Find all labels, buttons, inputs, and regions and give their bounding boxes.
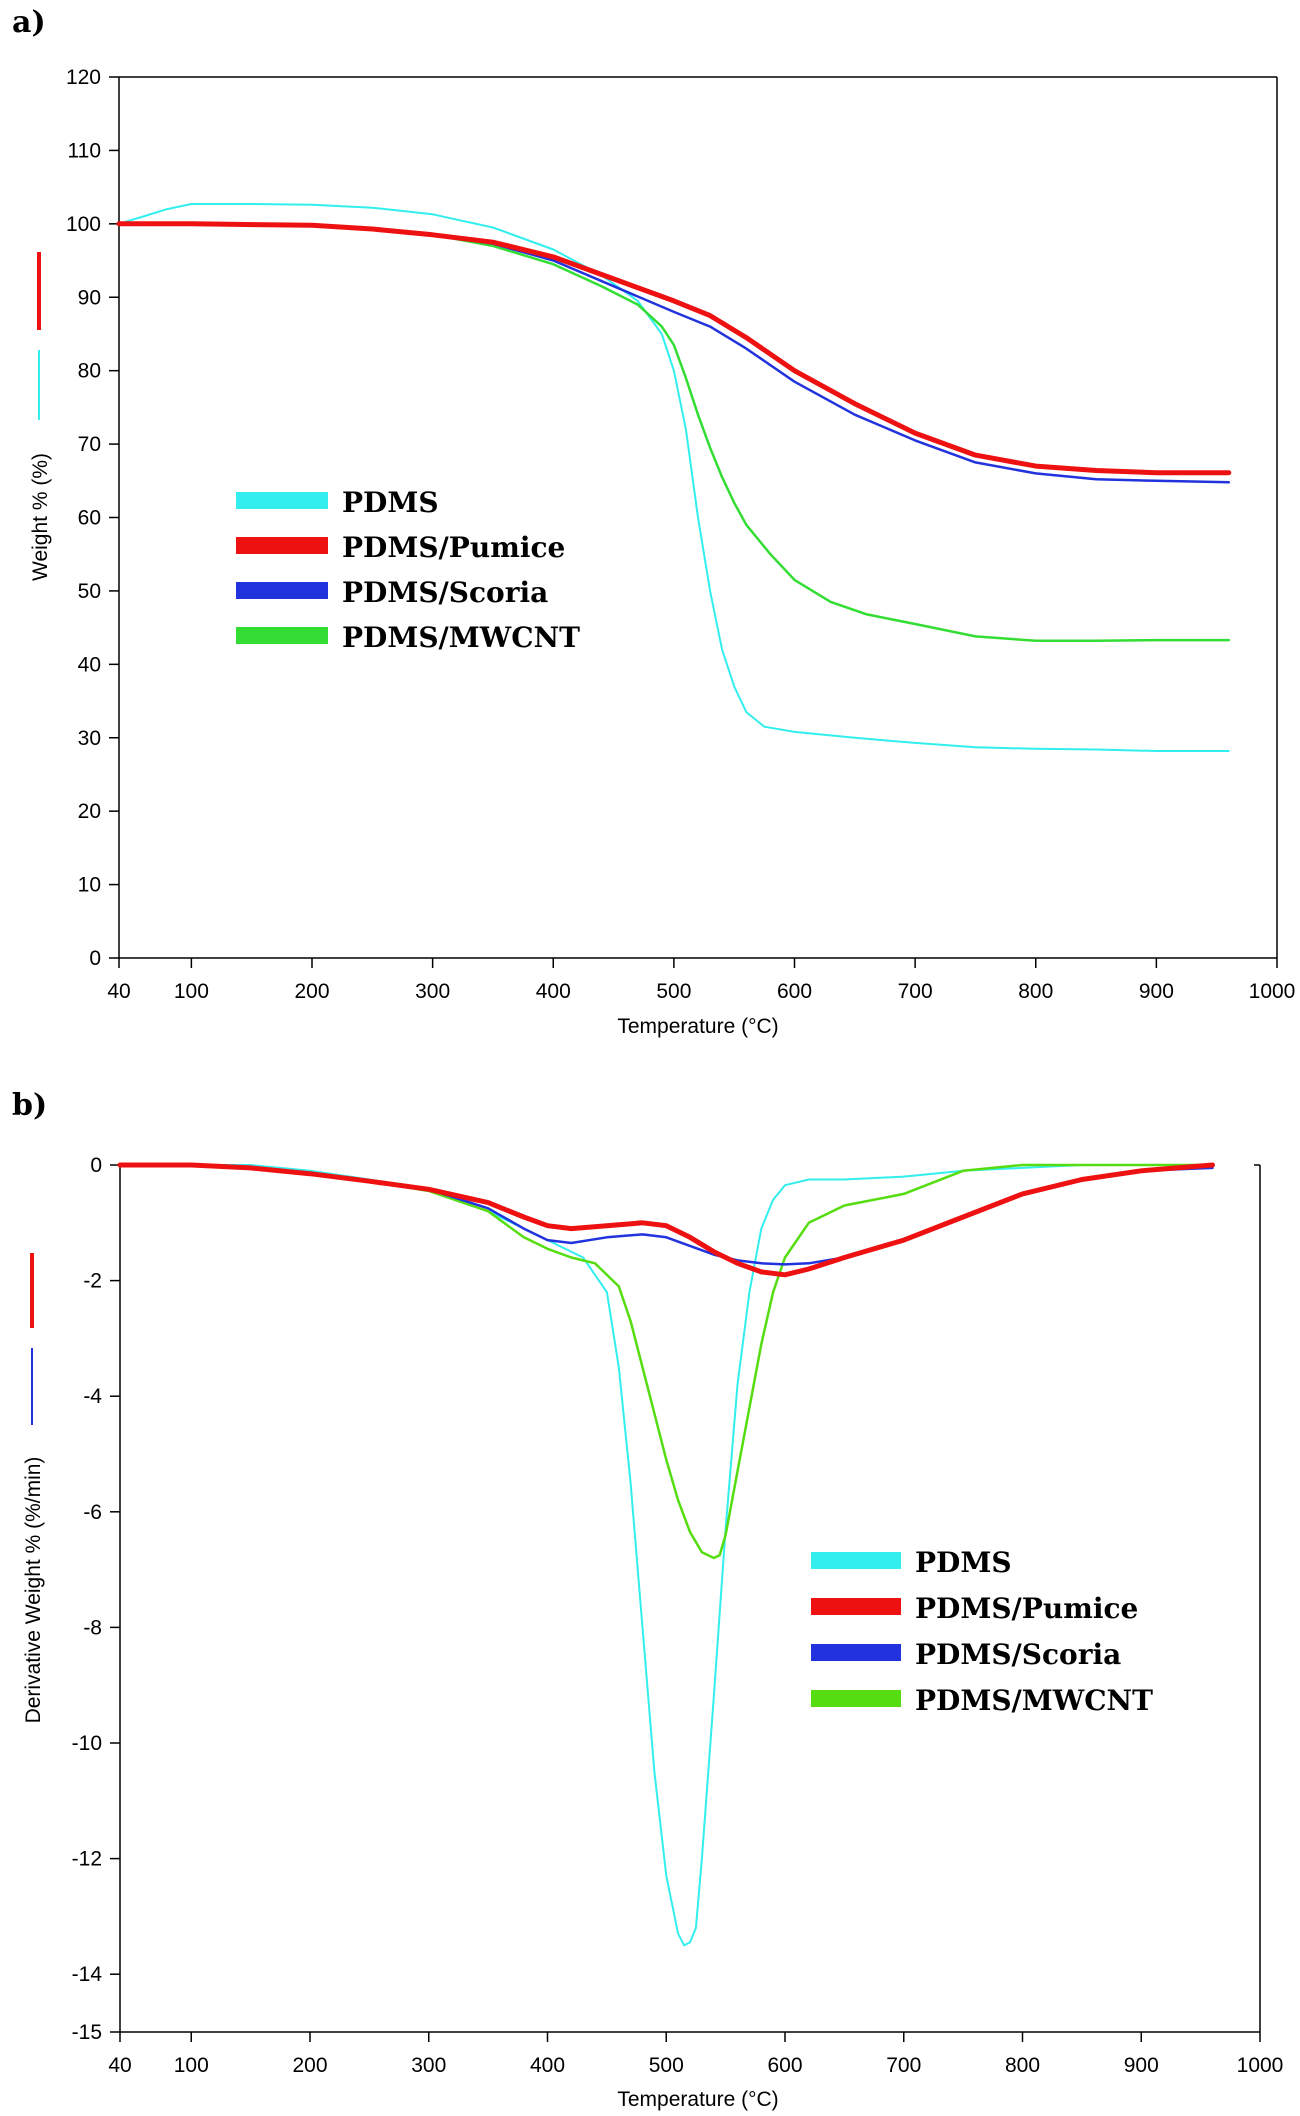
- y-tick-label: 50: [78, 580, 101, 603]
- x-tick-label: 700: [898, 980, 933, 1003]
- series-line-pdms-scoria: [118, 1163, 1214, 1266]
- chart-panel-a: a) 40 100 200 300 400 500 600 700 800 900 1000 0 10 20…: [12, 5, 1295, 1038]
- x-tick-label: 400: [530, 2054, 565, 2077]
- x-tick-label: 100: [174, 980, 209, 1003]
- x-tick-label: 40: [108, 2054, 131, 2077]
- panel-label: b): [12, 1088, 47, 1123]
- legend-swatch-pdms-scoria: [236, 582, 328, 599]
- legend-label-pdms: PDMS: [915, 1546, 1012, 1579]
- legend-label-pdms-scoria: PDMS/Scoria: [342, 576, 548, 609]
- legend-label-pdms-scoria: PDMS/Scoria: [915, 1638, 1121, 1671]
- series-line-pdms-scoria: [117, 222, 1231, 484]
- y-axis-label: Weight % (%): [29, 453, 52, 581]
- series-line-pdms-pumice: [117, 1162, 1215, 1278]
- x-tick-label: 800: [1005, 2054, 1040, 2077]
- y-tick-label: 90: [78, 286, 101, 309]
- x-tick-label: 100: [174, 2054, 209, 2077]
- y-tick-label: 60: [78, 507, 101, 530]
- y-tick-label: -8: [83, 1616, 102, 1639]
- x-tick-label: 1000: [1237, 2054, 1284, 2077]
- legend-swatch-pdms-pumice: [811, 1598, 901, 1615]
- y-tick-label: 100: [66, 213, 101, 236]
- series-line-pdms: [118, 203, 1230, 752]
- x-tick-label: 600: [767, 2054, 802, 2077]
- legend-swatch-pdms: [236, 492, 328, 509]
- y-tick-label: -4: [83, 1385, 102, 1408]
- y-tick-label: -14: [72, 1963, 103, 1986]
- x-tick-label: 1000: [1249, 980, 1296, 1003]
- legend-swatch-pdms-pumice: [236, 537, 328, 554]
- x-tick-label: 800: [1018, 980, 1053, 1003]
- x-tick-label: 900: [1139, 980, 1174, 1003]
- y-tick-label: 40: [78, 653, 101, 676]
- legend-label-pdms-mwcnt: PDMS/MWCNT: [915, 1684, 1153, 1717]
- x-axis-label: Temperature (°C): [617, 1015, 778, 1038]
- x-tick-label: 700: [886, 2054, 921, 2077]
- x-tick-label: 200: [292, 2054, 327, 2077]
- legend-swatch-pdms-mwcnt: [811, 1690, 901, 1707]
- y-tick-label: 110: [68, 139, 101, 162]
- y-tick-label: 0: [90, 1154, 102, 1177]
- y-tick-label: 30: [78, 727, 101, 750]
- y-tick-label: 120: [66, 66, 101, 89]
- legend-swatch-pdms: [811, 1552, 901, 1569]
- x-tick-label: 500: [656, 980, 691, 1003]
- chart-panel-b: b) 40 100 200 300 400 500 600 700 800 900 1000 0 -2 -4…: [12, 1088, 1283, 2111]
- x-tick-label: 200: [294, 980, 329, 1003]
- y-tick-label: -6: [83, 1501, 102, 1524]
- y-tick-label: -15: [72, 2021, 102, 2044]
- y-tick-label: -2: [83, 1270, 102, 1293]
- x-tick-label: 600: [777, 980, 812, 1003]
- y-tick-label: 70: [78, 433, 101, 456]
- legend-label-pdms-pumice: PDMS/Pumice: [915, 1592, 1138, 1625]
- y-tick-label: -12: [72, 1848, 102, 1871]
- series-line-pdms-mwcnt: [117, 222, 1231, 643]
- x-tick-label: 40: [107, 980, 130, 1003]
- y-tick-label: -10: [72, 1732, 102, 1755]
- y-axis-label: Derivative Weight % (%/min): [22, 1457, 45, 1724]
- series-line-pdms-pumice: [116, 221, 1232, 476]
- series-line-pdms-mwcnt: [118, 1163, 1214, 1560]
- y-tick-label: 10: [78, 874, 101, 897]
- series-line-pdms: [119, 1164, 1214, 1947]
- legend-swatch-pdms-scoria: [811, 1644, 901, 1661]
- x-tick-label: 900: [1124, 2054, 1159, 2077]
- x-tick-label: 400: [536, 980, 571, 1003]
- y-tick-label: 80: [78, 360, 101, 383]
- x-tick-label: 300: [415, 980, 450, 1003]
- legend-label-pdms-mwcnt: PDMS/MWCNT: [342, 621, 580, 654]
- legend-label-pdms: PDMS: [342, 486, 439, 519]
- x-tick-label: 300: [411, 2054, 446, 2077]
- x-axis-label: Temperature (°C): [617, 2088, 778, 2111]
- panel-label: a): [12, 5, 46, 40]
- legend-label-pdms-pumice: PDMS/Pumice: [342, 531, 565, 564]
- legend-swatch-pdms-mwcnt: [236, 627, 328, 644]
- x-tick-label: 500: [649, 2054, 684, 2077]
- y-tick-label: 20: [78, 800, 101, 823]
- y-tick-label: 0: [89, 947, 101, 970]
